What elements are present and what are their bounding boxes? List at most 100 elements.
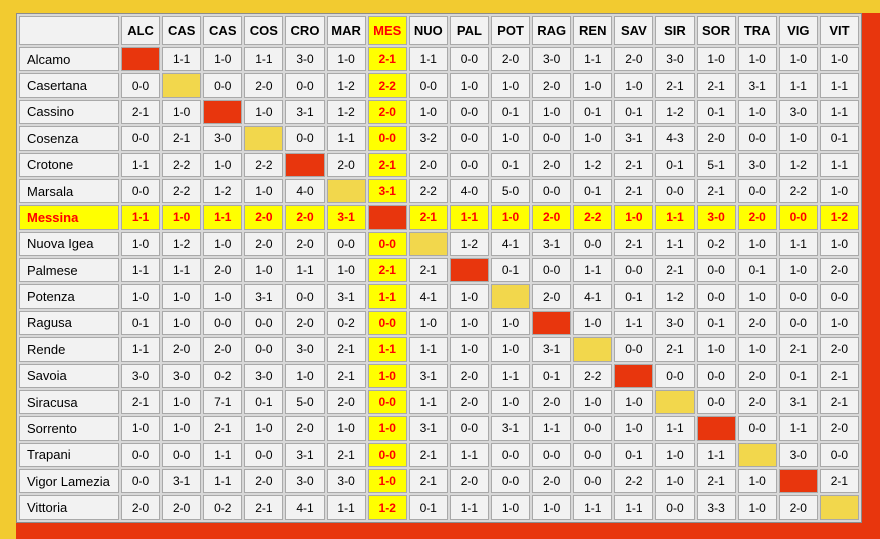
score-cell: 1-1 — [121, 152, 161, 177]
score-cell: 1-0 — [367, 469, 407, 494]
score-cell: 2-1 — [696, 469, 736, 494]
score-cell: 1-1 — [449, 495, 489, 520]
score-cell: 2-0 — [737, 310, 777, 336]
diagonal-cell — [326, 178, 366, 204]
score-cell: 4-0 — [285, 178, 325, 204]
team-cell: Cosenza — [19, 126, 119, 151]
diagonal-cell — [203, 99, 243, 125]
score-cell: 0-0 — [326, 231, 366, 256]
score-cell: 2-0 — [737, 205, 777, 230]
score-cell: 2-1 — [326, 337, 366, 362]
score-cell: 2-0 — [532, 284, 572, 309]
score-cell: 1-0 — [490, 310, 531, 336]
score-cell: 3-0 — [655, 310, 695, 336]
table-row-cassino: Cassino 2-1 1-0 1-0 3-1 1-2 2-0 1-0 0-0 0-1 1-0 0-1… — [19, 99, 859, 125]
column-header-pal-8: PAL — [449, 16, 489, 45]
score-cell: 0-1 — [490, 99, 531, 125]
score-cell: 1-1 — [203, 442, 243, 467]
score-cell: 0-0 — [614, 258, 654, 283]
score-cell: 1-1 — [532, 416, 572, 441]
score-cell: 2-1 — [326, 442, 366, 467]
score-cell: 0-1 — [573, 178, 613, 204]
score-cell: 2-2 — [573, 205, 613, 230]
team-cell: Marsala — [19, 178, 119, 204]
score-cell: 1-0 — [367, 363, 407, 388]
score-cell: 1-1 — [614, 310, 654, 336]
score-cell: 1-0 — [573, 126, 613, 151]
score-cell: 0-1 — [490, 152, 531, 177]
score-cell: 1-0 — [449, 310, 489, 336]
score-cell: 1-0 — [326, 258, 366, 283]
score-cell: 2-0 — [449, 469, 489, 494]
score-cell: 2-1 — [696, 178, 736, 204]
score-cell: 2-0 — [244, 73, 284, 98]
score-cell: 2-2 — [614, 469, 654, 494]
score-cell: 1-1 — [408, 337, 448, 362]
score-cell: 4-1 — [573, 284, 613, 309]
score-cell: 1-1 — [121, 337, 161, 362]
score-cell: 0-0 — [532, 442, 572, 467]
score-cell: 3-0 — [244, 363, 284, 388]
score-cell: 1-1 — [162, 47, 202, 72]
team-cell: Nuova Igea — [19, 231, 119, 256]
score-cell: 0-1 — [655, 152, 695, 177]
score-cell: 0-0 — [573, 416, 613, 441]
diagonal-cell — [449, 258, 489, 283]
score-cell: 2-1 — [244, 495, 284, 520]
score-cell: 1-0 — [449, 73, 489, 98]
score-cell: 1-2 — [819, 205, 859, 230]
results-crosstable: ALC CAS CAS COS CRO MAR MES NUO PAL POT RAG REN SAV S… — [16, 13, 862, 523]
score-cell: 1-0 — [819, 47, 859, 72]
score-cell: 2-1 — [655, 337, 695, 362]
table-row-marsala: Marsala 0-0 2-2 1-2 1-0 4-0 3-1 2-2 4-0 5-0 0-0 0-1… — [19, 178, 859, 204]
score-cell: 1-0 — [162, 284, 202, 309]
column-header-cas-2: CAS — [203, 16, 243, 45]
score-cell: 1-1 — [121, 258, 161, 283]
score-cell: 1-1 — [655, 231, 695, 256]
score-cell: 0-0 — [449, 99, 489, 125]
score-cell: 3-0 — [285, 469, 325, 494]
score-cell: 0-1 — [573, 99, 613, 125]
score-cell: 1-1 — [490, 363, 531, 388]
score-cell: 1-0 — [162, 389, 202, 415]
score-cell: 0-0 — [532, 258, 572, 283]
score-cell: 2-0 — [244, 231, 284, 256]
score-cell: 3-0 — [778, 442, 818, 467]
score-cell: 2-2 — [573, 363, 613, 388]
score-cell: 2-1 — [408, 442, 448, 467]
score-cell: 1-2 — [162, 231, 202, 256]
score-cell: 0-0 — [285, 126, 325, 151]
score-cell: 0-2 — [326, 310, 366, 336]
diagonal-cell — [655, 389, 695, 415]
score-cell: 1-0 — [778, 47, 818, 72]
score-cell: 2-1 — [408, 469, 448, 494]
diagonal-cell — [408, 231, 448, 256]
score-cell: 1-1 — [778, 231, 818, 256]
score-cell: 0-1 — [778, 363, 818, 388]
column-header-tra-15: TRA — [737, 16, 777, 45]
score-cell: 0-1 — [408, 495, 448, 520]
score-cell: 1-0 — [819, 231, 859, 256]
score-cell: 1-1 — [573, 47, 613, 72]
table-row-ragusa: Ragusa 0-1 1-0 0-0 0-0 2-0 0-2 0-0 1-0 1-0 1-0 1-0 1… — [19, 310, 859, 336]
score-cell: 0-0 — [203, 310, 243, 336]
diagonal-cell — [121, 47, 161, 72]
score-cell: 1-0 — [573, 73, 613, 98]
score-cell: 2-0 — [244, 469, 284, 494]
score-cell: 0-1 — [532, 363, 572, 388]
score-cell: 3-0 — [778, 99, 818, 125]
score-cell: 1-0 — [408, 310, 448, 336]
score-cell: 3-1 — [408, 416, 448, 441]
score-cell: 0-0 — [408, 73, 448, 98]
score-cell: 1-1 — [326, 495, 366, 520]
column-header-mar-5: MAR — [326, 16, 366, 45]
score-cell: 2-1 — [819, 469, 859, 494]
table-row-nuova-igea: Nuova Igea 1-0 1-2 1-0 2-0 2-0 0-0 0-0 1-2 4-1 3-1… — [19, 231, 859, 256]
score-cell: 3-0 — [285, 47, 325, 72]
table-row-palmese: Palmese 1-1 1-1 2-0 1-0 1-1 1-0 2-1 2-1 0-1 0-0 1-1… — [19, 258, 859, 283]
score-cell: 1-0 — [203, 152, 243, 177]
score-cell: 3-1 — [532, 337, 572, 362]
header-row: ALC CAS CAS COS CRO MAR MES NUO PAL POT RAG REN SAV S… — [19, 16, 859, 45]
score-cell: 1-0 — [121, 284, 161, 309]
score-cell: 3-1 — [737, 73, 777, 98]
